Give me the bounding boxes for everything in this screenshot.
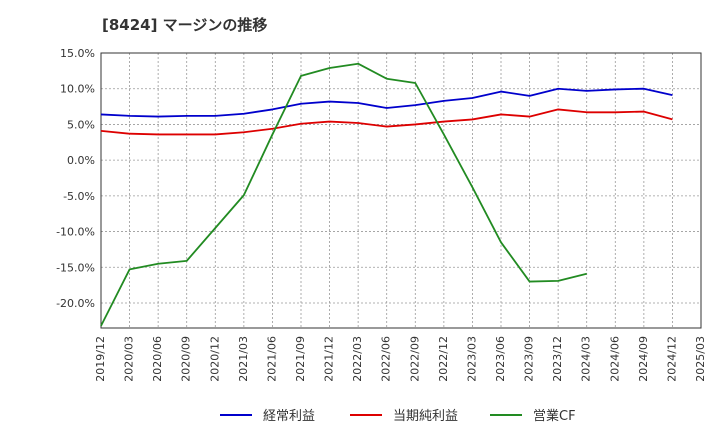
x-axis: 2019/12 2020/03 2020/06 2020/09 2020/12 2021/… [94,336,707,382]
x-tick-label: 2022/03 [351,336,364,382]
x-tick-label: 2023/03 [465,336,478,382]
series-line-2 [100,108,673,136]
x-tick-label: 2020/06 [151,336,164,382]
y-axis: 15.0% 10.0% 5.0% 0.0% -5.0% -10.0% -15.0% -20.0… [56,47,95,310]
x-tick-label: 2020/12 [208,336,221,382]
y-tick-label: 5.0% [67,118,95,131]
x-tick-label: 2019/12 [94,336,107,382]
x-tick-label: 2024/06 [608,336,621,382]
y-tick-label: 10.0% [60,83,95,96]
y-tick-label: -20.0% [56,297,95,310]
legend-label: 経常利益 [263,409,315,424]
x-tick-label: 2023/06 [494,336,507,382]
x-tick-label: 2020/09 [180,336,193,382]
y-tick-label: 0.0% [67,154,95,167]
plot-area [100,52,702,329]
x-tick-label: 2020/03 [123,336,136,382]
x-tick-label: 2021/09 [294,336,307,382]
x-tick-label: 2021/06 [265,336,278,382]
x-tick-label: 2023/12 [551,336,564,382]
y-tick-label: -15.0% [56,261,95,274]
legend: 経常利益 当期純利益 営業CF [220,408,576,424]
x-tick-label: 2021/12 [323,336,336,382]
series-lines [100,62,673,327]
series-line-1 [100,87,673,118]
y-tick-label: 15.0% [60,47,95,60]
grid [100,52,702,328]
legend-label: 当期純利益 [393,409,458,424]
x-tick-label: 2024/03 [580,336,593,382]
x-tick-label: 2025/03 [694,336,707,382]
y-tick-label: -5.0% [63,190,95,203]
series-line-3 [100,62,587,327]
x-tick-label: 2024/09 [637,336,650,382]
x-tick-label: 2022/12 [437,336,450,382]
legend-label: 営業CF [533,408,576,424]
y-tick-label: -10.0% [56,226,95,239]
x-tick-label: 2022/06 [380,336,393,382]
x-tick-label: 2022/09 [408,336,421,382]
x-tick-label: 2024/12 [665,336,678,382]
chart-title: [8424] マージンの推移 [102,16,267,34]
x-tick-label: 2021/03 [237,336,250,382]
x-tick-label: 2023/09 [523,336,536,382]
